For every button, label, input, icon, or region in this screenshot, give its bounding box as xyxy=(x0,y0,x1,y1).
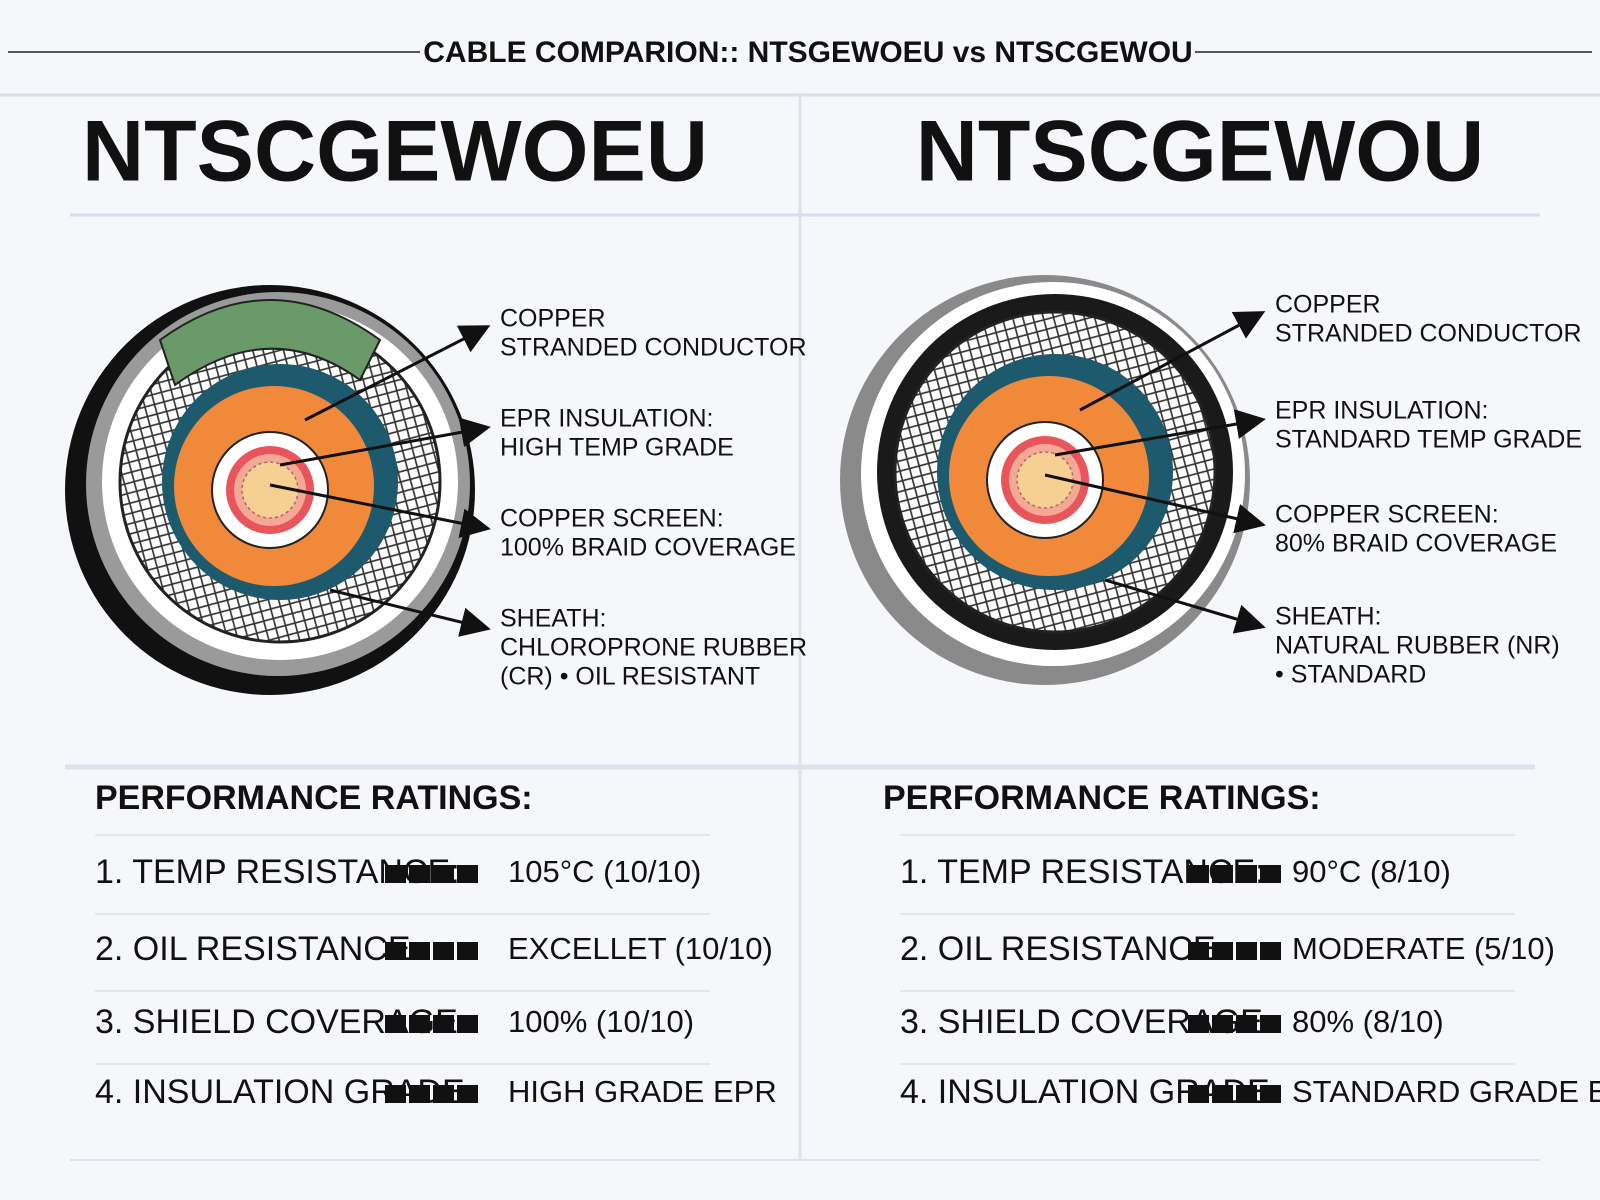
callout-label: 100% BRAID COVERAGE xyxy=(500,534,796,562)
callout-label: 80% BRAID COVERAGE xyxy=(1275,530,1557,558)
rating-block xyxy=(385,865,406,883)
rating-block xyxy=(1188,1085,1209,1103)
rating-value: 80% (8/10) xyxy=(1292,1004,1444,1039)
callout-label: HIGH TEMP GRADE xyxy=(500,434,734,462)
callout-arrow xyxy=(329,588,491,637)
rating-block xyxy=(1212,865,1233,883)
callout-label: • STANDARD xyxy=(1275,661,1426,689)
rating-block xyxy=(1236,865,1257,883)
callout-label: COPPER SCREEN: xyxy=(500,505,724,533)
rating-block xyxy=(1260,1085,1281,1103)
rating-block xyxy=(385,1015,406,1033)
rating-block xyxy=(1188,1015,1209,1033)
rating-label: 3. SHIELD COVERAGE: xyxy=(900,1003,1272,1041)
callout-label: COPPER SCREEN: xyxy=(1275,501,1499,529)
rating-block xyxy=(385,1085,406,1103)
callout-arrow xyxy=(1054,409,1266,457)
callout-arrow xyxy=(279,417,491,467)
rating-block xyxy=(457,942,478,960)
rating-block xyxy=(1260,865,1281,883)
callout-label: SHEATH: xyxy=(500,605,607,633)
rating-block xyxy=(1212,1015,1233,1033)
cable-name: NTSCGEWOU xyxy=(916,104,1485,200)
rating-block xyxy=(1260,942,1281,960)
rating-block xyxy=(1188,942,1209,960)
ratings-title: PERFORMANCE RATINGS: xyxy=(883,779,1321,817)
callout-label: NATURAL RUBBER (NR) xyxy=(1275,632,1560,660)
callout-arrow xyxy=(1079,311,1266,412)
rating-block xyxy=(433,942,454,960)
rating-block xyxy=(457,865,478,883)
rating-block xyxy=(1212,942,1233,960)
cable-name: NTSCGEWOEU xyxy=(82,104,708,200)
callout-arrow xyxy=(1104,578,1266,634)
rating-value: 100% (10/10) xyxy=(508,1004,694,1039)
callout-label: SHEATH: xyxy=(1275,603,1382,631)
rating-label: 2. OIL RESISTANCE: xyxy=(900,930,1225,968)
ratings-title: PERFORMANCE RATINGS: xyxy=(95,779,533,817)
rating-block xyxy=(433,1085,454,1103)
rating-label: 2. OIL RESISTANCE: xyxy=(95,930,420,968)
rating-block xyxy=(457,1015,478,1033)
callout-label: COPPER xyxy=(500,305,606,333)
rating-block xyxy=(1236,1085,1257,1103)
callout-label: EPR INSULATION: xyxy=(500,405,713,433)
rating-value: MODERATE (5/10) xyxy=(1292,931,1555,966)
callout-label: EPR INSULATION: xyxy=(1275,397,1488,425)
rating-value: 90°C (8/10) xyxy=(1292,854,1451,889)
rating-value: 105°C (10/10) xyxy=(508,854,701,889)
rating-label: 1. TEMP RESISTANCE: xyxy=(900,853,1265,891)
rating-block xyxy=(409,1085,430,1103)
rating-block xyxy=(457,1085,478,1103)
callout-label: STRANDED CONDUCTOR xyxy=(500,334,807,362)
callout-label: STRANDED CONDUCTOR xyxy=(1275,320,1582,348)
rating-block xyxy=(1212,1085,1233,1103)
rating-block xyxy=(1236,942,1257,960)
callout-label: STANDARD TEMP GRADE xyxy=(1275,426,1582,454)
callout-label: COPPER xyxy=(1275,291,1381,319)
tape xyxy=(158,299,382,387)
rating-value: EXCELLET (10/10) xyxy=(508,931,773,966)
rating-block xyxy=(1260,1015,1281,1033)
callout-arrow xyxy=(1044,473,1266,534)
callout-arrow xyxy=(304,325,491,422)
title: CABLE COMPARION:: NTSGEWOEU vs NTSCGEWOU xyxy=(423,36,1192,69)
rating-block xyxy=(1236,1015,1257,1033)
callout-label: (CR) • OIL RESISTANT xyxy=(500,663,760,691)
rating-value: HIGH GRADE EPR xyxy=(508,1074,777,1109)
rating-block xyxy=(1188,865,1209,883)
rating-value: STANDARD GRADE EPR xyxy=(1292,1074,1600,1109)
rating-block xyxy=(385,942,406,960)
rating-block xyxy=(433,1015,454,1033)
callout-arrow xyxy=(269,483,491,539)
rating-block xyxy=(433,865,454,883)
rating-block xyxy=(409,1015,430,1033)
rating-block xyxy=(409,865,430,883)
rating-block xyxy=(409,942,430,960)
callout-label: CHLOROPRONE RUBBER xyxy=(500,634,807,662)
